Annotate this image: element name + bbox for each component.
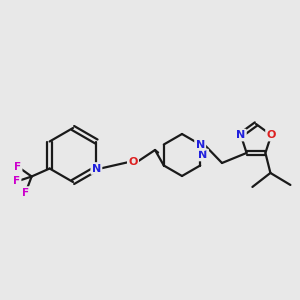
Text: F: F xyxy=(14,161,21,172)
Text: N: N xyxy=(92,164,101,173)
Text: O: O xyxy=(266,130,276,140)
Text: N: N xyxy=(198,150,208,160)
Text: F: F xyxy=(22,188,29,197)
Text: O: O xyxy=(128,157,138,167)
Text: N: N xyxy=(196,140,205,149)
Text: N: N xyxy=(236,130,245,140)
Text: F: F xyxy=(13,176,20,187)
